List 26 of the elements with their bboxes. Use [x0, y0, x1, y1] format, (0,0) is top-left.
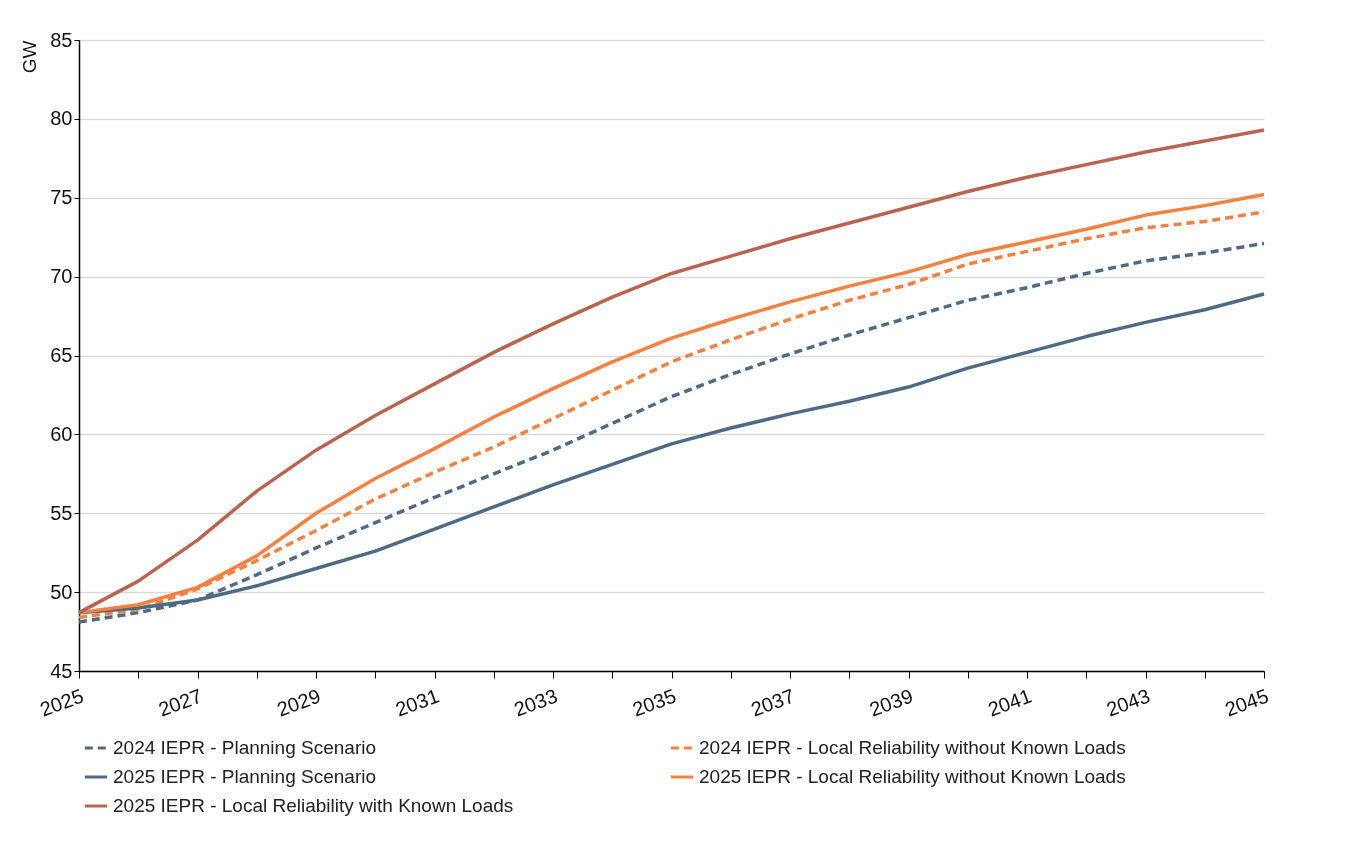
y-tick-label: 55 — [50, 501, 73, 524]
y-tick-label: 70 — [50, 265, 73, 288]
x-tick-label: 2027 — [155, 684, 205, 721]
legend-label: 2024 IEPR - Local Reliability without Known Loads — [699, 737, 1126, 758]
legend-label: 2025 IEPR - Planning Scenario — [113, 766, 376, 787]
x-tick-label: 2025 — [37, 684, 87, 721]
legend-label: 2025 IEPR - Local Reliability without Known Loads — [699, 766, 1126, 787]
y-tick-label: 85 — [50, 28, 73, 51]
x-tick-label: 2039 — [866, 684, 916, 721]
legend-label: 2024 IEPR - Planning Scenario — [113, 737, 376, 758]
y-axis-title: GW — [19, 40, 41, 74]
y-tick-label: 45 — [50, 659, 73, 682]
y-tick-label: 60 — [50, 422, 73, 445]
x-tick-label: 2035 — [629, 684, 679, 721]
x-tick-label: 2033 — [511, 684, 561, 721]
y-tick-label: 50 — [50, 580, 73, 603]
y-tick-label: 80 — [50, 107, 73, 130]
x-tick-label: 2029 — [274, 684, 324, 721]
x-tick-label: 2037 — [748, 684, 798, 721]
legend-label: 2025 IEPR - Local Reliability with Known Loads — [113, 795, 514, 816]
y-tick-label: 75 — [50, 186, 73, 209]
x-tick-label: 2045 — [1222, 684, 1272, 721]
x-tick-label: 2041 — [985, 684, 1035, 721]
y-tick-label: 65 — [50, 344, 73, 366]
x-tick-label: 2043 — [1103, 684, 1153, 721]
x-tick-label: 2031 — [392, 684, 442, 721]
